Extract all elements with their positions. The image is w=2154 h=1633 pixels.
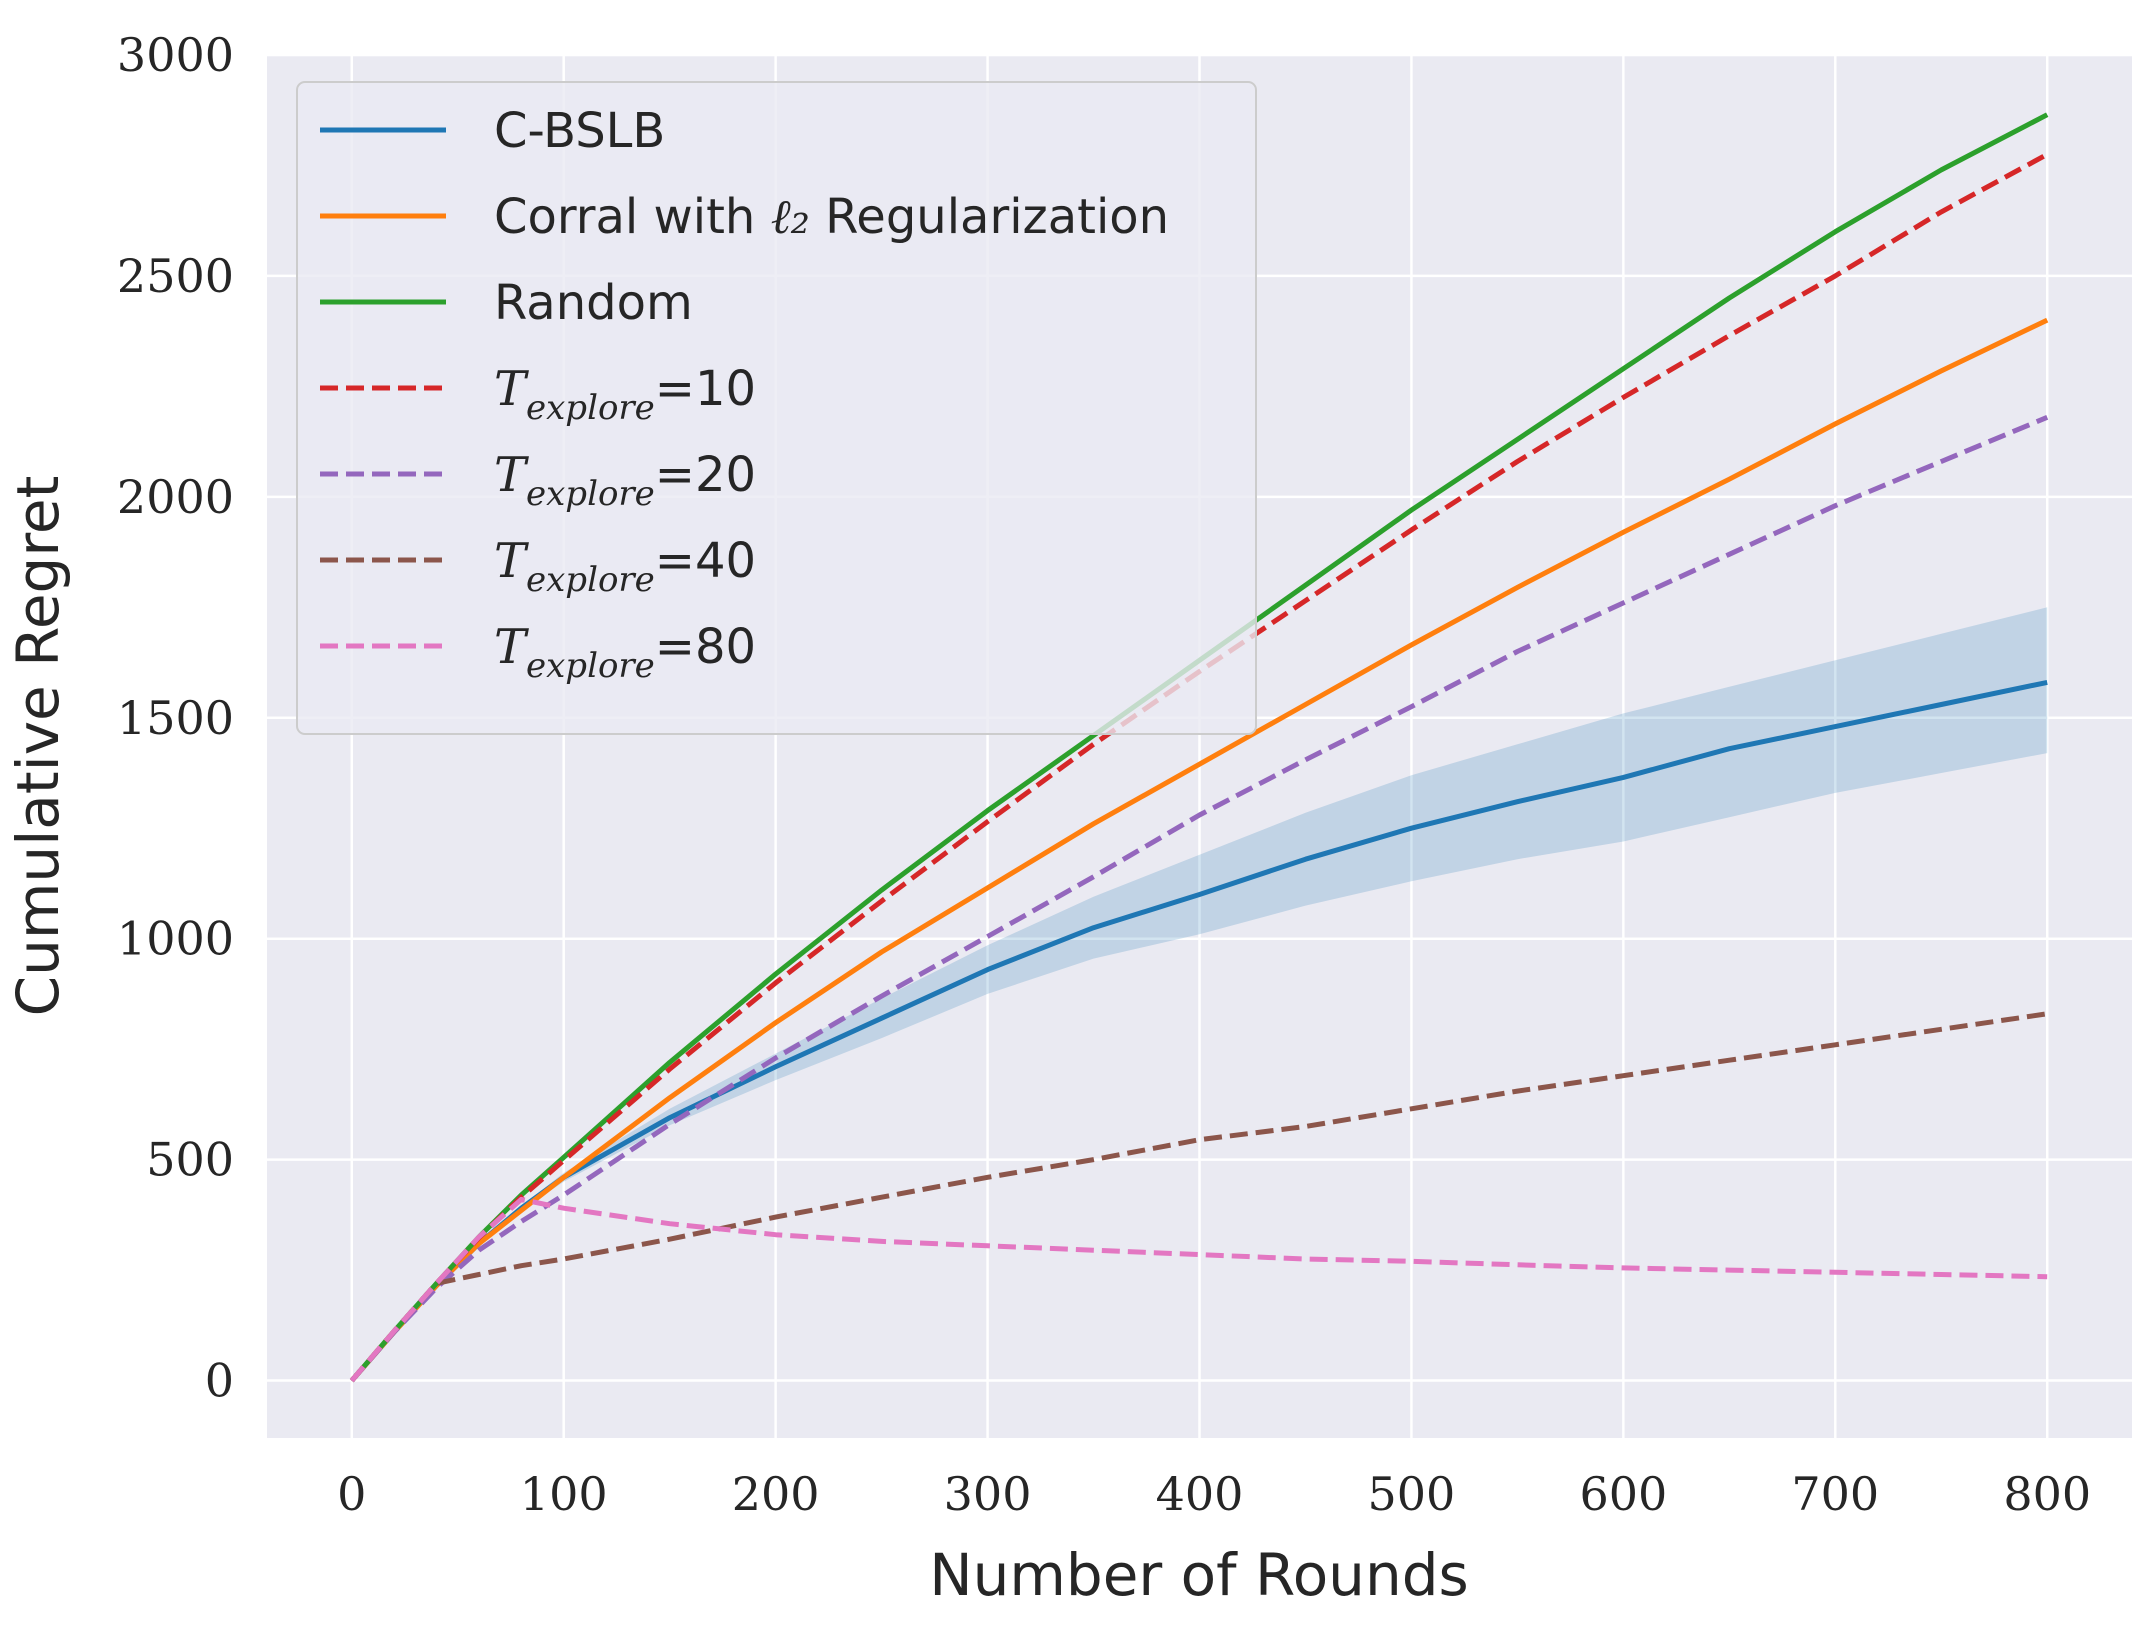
x-tick-label: 700 [1791,1467,1879,1521]
x-axis-label: Number of Rounds [929,1541,1469,1609]
legend-entry: Random [494,275,693,331]
line-random [349,112,2049,1383]
band-c-bslb [351,607,2048,1381]
x-tick-label: 400 [1156,1467,1244,1521]
y-tick-label: 3000 [117,28,234,82]
series-lines [349,112,2049,1383]
legend: C-BSLB Corral with ℓ₂ Regularization Rando… [296,81,1257,735]
legend-entry: Texplore=40 [494,533,756,600]
x-tick-label: 300 [944,1467,1032,1521]
x-tick-labels: 0 100 200 300 400 500 600 700 800 [337,1467,2091,1521]
y-tick-label: 500 [146,1133,234,1187]
y-tick-labels: 0 500 1000 1500 2000 2500 3000 [117,28,234,1408]
x-tick-label: 100 [520,1467,608,1521]
legend-entry: Texplore=10 [494,361,756,428]
legend-entry: C-BSLB [494,103,665,159]
x-tick-label: 500 [1368,1467,1456,1521]
legend-entry: Texplore=80 [494,619,756,686]
y-tick-label: 2000 [117,470,234,524]
y-tick-label: 1000 [117,912,234,966]
confidence-bands [351,607,2048,1381]
legend-entry: Texplore=20 [494,447,756,514]
x-tick-label: 0 [337,1467,366,1521]
y-tick-label: 2500 [117,249,234,303]
line-t-explore-40 [349,1011,2048,1383]
line-t-explore-10 [349,152,2049,1383]
x-tick-label: 800 [2003,1467,2091,1521]
y-axis-label: Cumulative Regret [4,476,72,1017]
x-tick-label: 200 [732,1467,820,1521]
line-t-explore-80 [349,1196,2048,1383]
y-tick-label: 0 [205,1354,234,1408]
y-tick-label: 1500 [117,691,234,745]
legend-entry: Corral with ℓ₂ Regularization [494,189,1169,245]
line-t-explore-20 [349,414,2049,1383]
x-tick-label: 600 [1579,1467,1667,1521]
legend-box [296,81,1257,735]
line-corral-with-l2-regularization [349,317,2049,1383]
